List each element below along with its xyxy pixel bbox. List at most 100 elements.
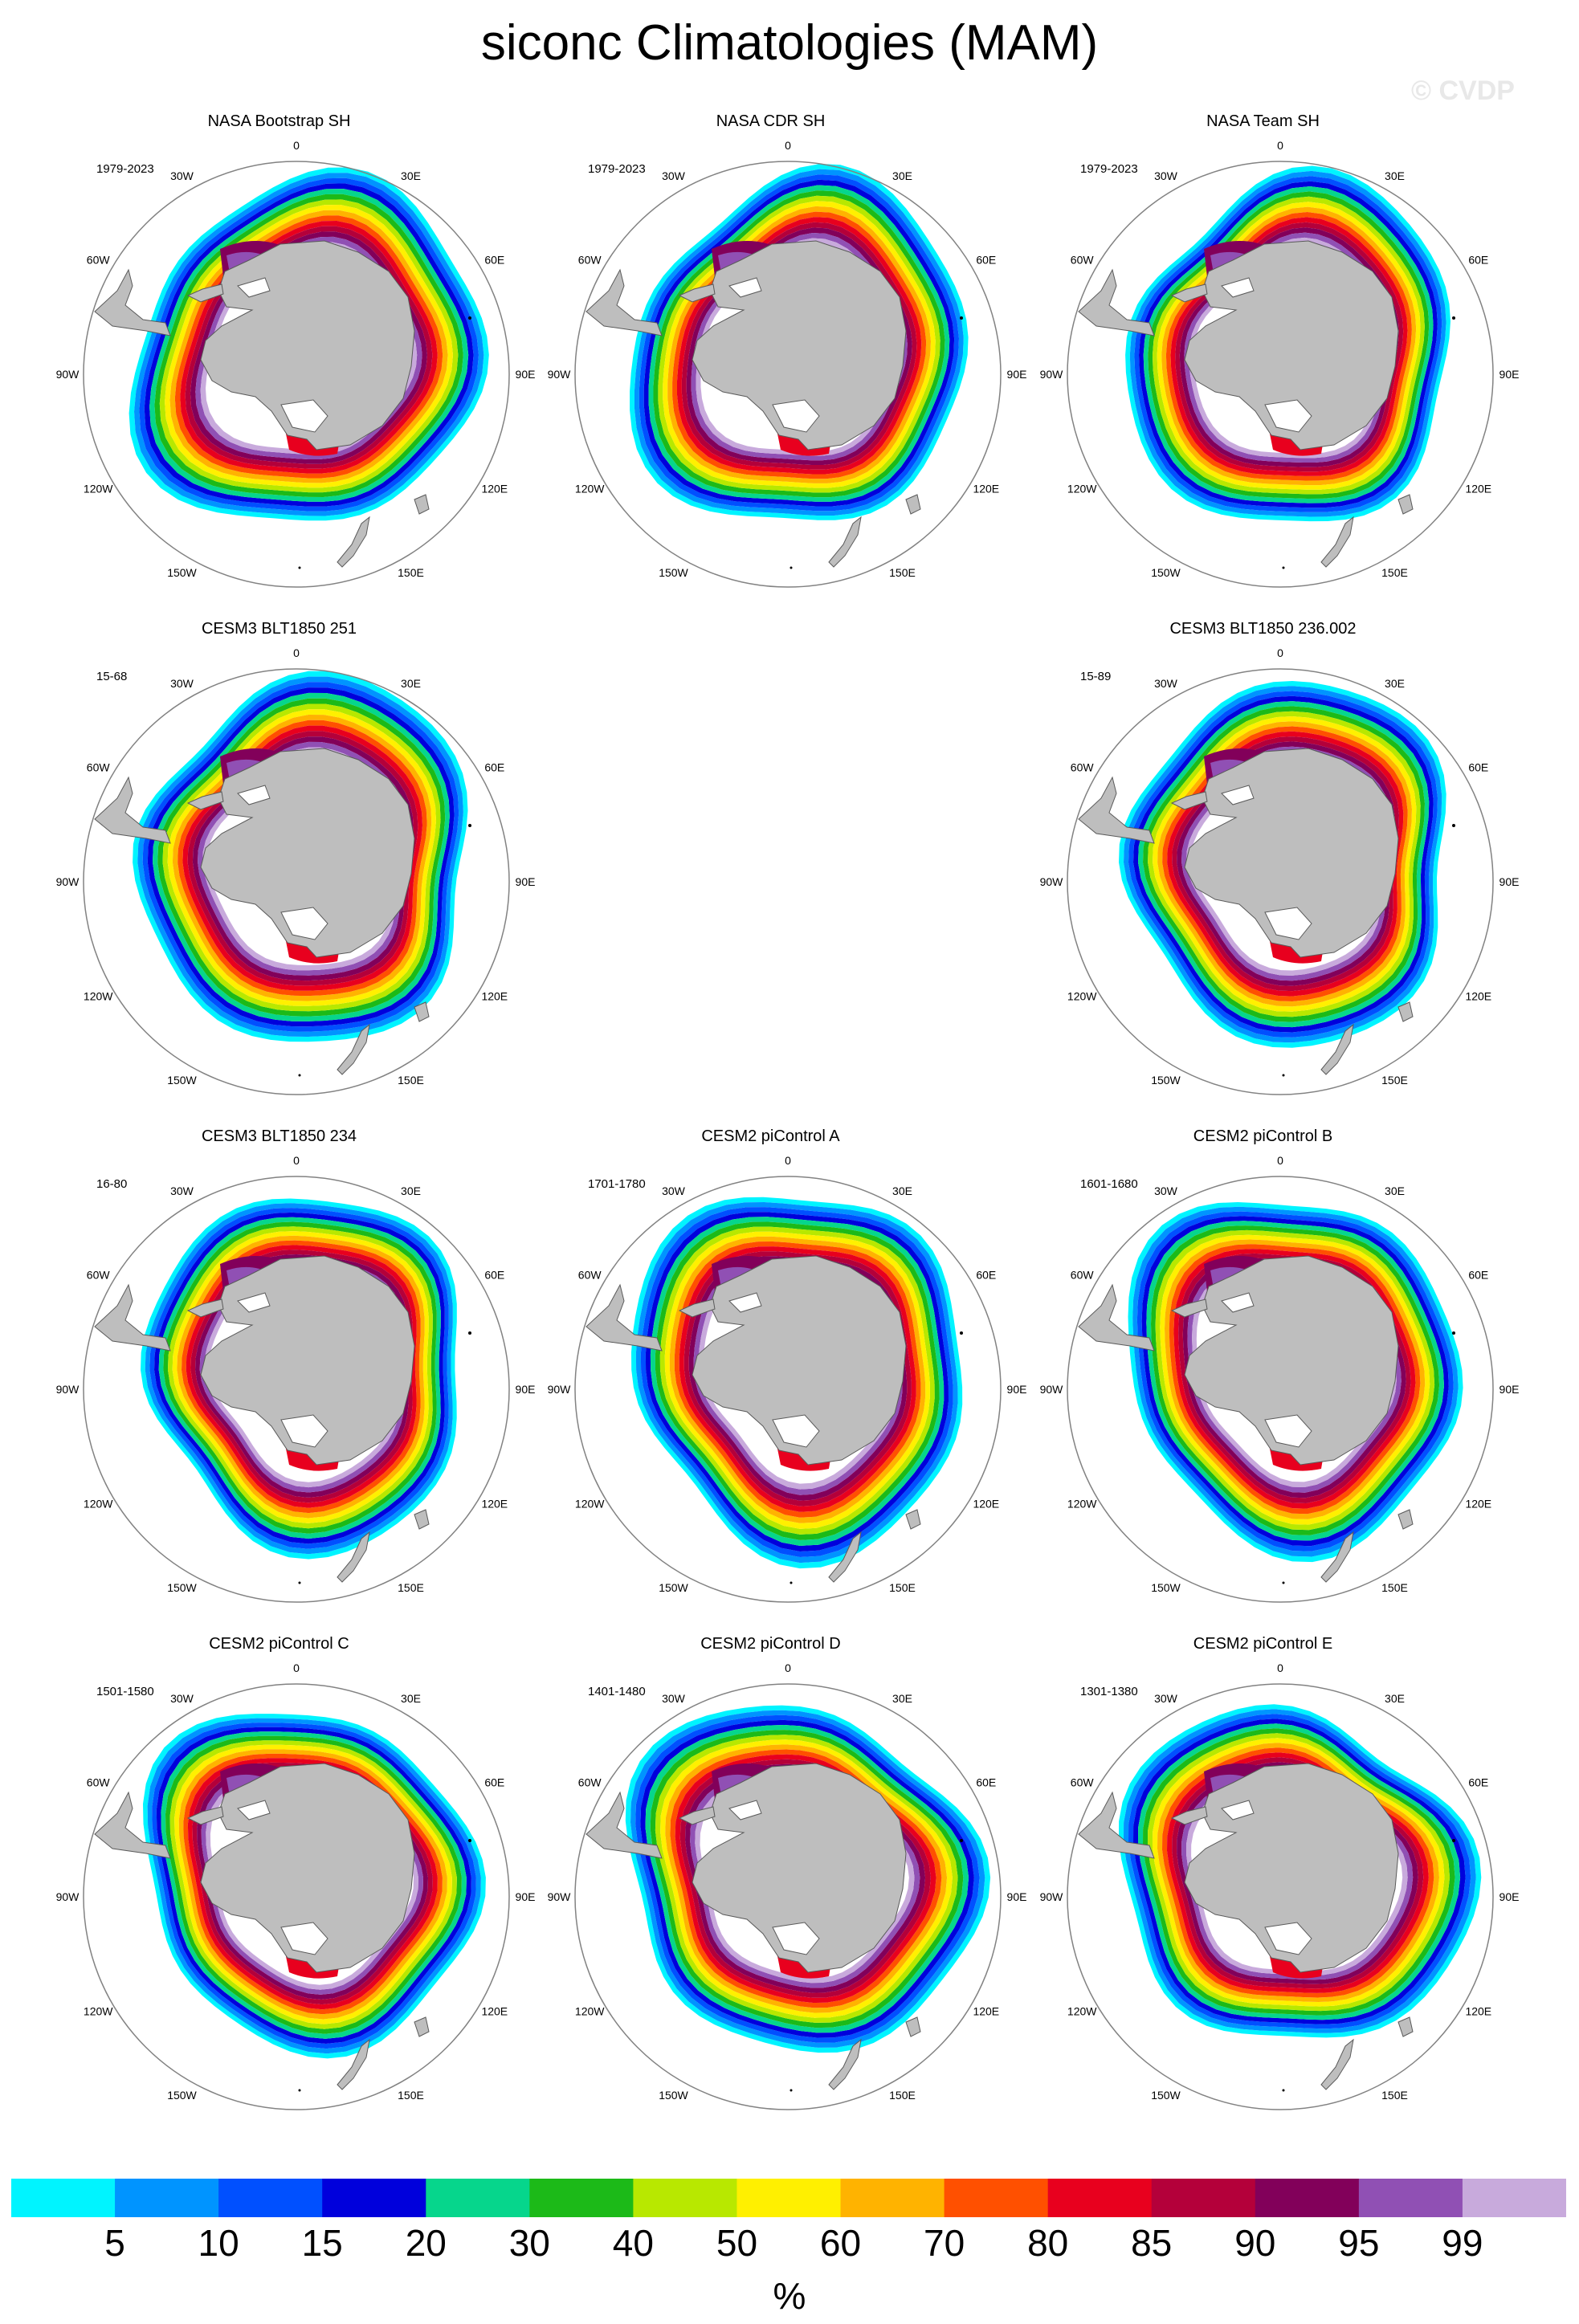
panel-title: CESM3 BLT1850 251: [201, 620, 357, 638]
kerguelen-island: [1452, 1331, 1455, 1335]
panel-years: 1501-1580: [96, 1685, 154, 1698]
panel-years: 1979-2023: [1080, 162, 1138, 176]
longitude-label: 60W: [87, 1776, 111, 1789]
longitude-label: 90W: [548, 368, 572, 381]
longitude-label: 120W: [575, 483, 605, 495]
new-zealand-land: [337, 1531, 370, 1583]
south-america-land: [585, 1791, 663, 1859]
longitude-label: 0: [1277, 646, 1283, 659]
longitude-label: 30E: [1385, 1692, 1405, 1705]
colorbar-segment: [218, 2179, 323, 2217]
colorbar: [11, 2179, 1566, 2217]
ice-band: [696, 238, 903, 456]
ice-band: [149, 189, 469, 502]
antarctic-peninsula: [186, 283, 224, 303]
antarctic-peninsula: [678, 283, 716, 303]
tasmania-land: [1397, 2016, 1414, 2037]
colorbar-segment: [944, 2179, 1049, 2217]
new-zealand-land: [828, 2038, 862, 2090]
longitude-label: 60E: [484, 761, 504, 774]
longitude-label: 30W: [1154, 169, 1178, 182]
colorbar-segment: [11, 2179, 116, 2217]
kerguelen-island: [468, 824, 471, 827]
tasmania-land: [1397, 1001, 1414, 1022]
colorbar-segment: [633, 2179, 737, 2217]
longitude-label: 90W: [1040, 1890, 1064, 1903]
longitude-label: 90E: [516, 875, 536, 888]
antarctic-peninsula: [1170, 1806, 1208, 1825]
south-america-land: [94, 776, 171, 844]
map-panel: 030E60E90E120E150E180150W120W90W60W30WNA…: [508, 112, 1034, 594]
longitude-label: 30W: [170, 169, 194, 182]
ronne-ice-shelf: [1221, 277, 1255, 298]
kerguelen-island: [960, 1331, 963, 1335]
ice-band: [686, 227, 912, 465]
longitude-label: 90W: [56, 1383, 80, 1396]
longitude-label: 120E: [481, 483, 508, 495]
kerguelen-island: [1452, 316, 1455, 320]
watermark: © CVDP: [1411, 75, 1515, 106]
polar-map: 030E60E90E120E150E180150W120W90W60W30W: [548, 1661, 1026, 2110]
ice-band: [134, 173, 484, 516]
new-zealand-land: [1320, 1531, 1354, 1583]
ross-ice-shelf: [1264, 1414, 1312, 1448]
longitude-label: 30W: [170, 677, 194, 690]
longitude-label: 120W: [1067, 2005, 1097, 2018]
ice-band: [129, 167, 489, 521]
panel-title: NASA Team SH: [1206, 112, 1320, 130]
longitude-label: 120W: [84, 1498, 113, 1511]
longitude-label: 0: [785, 139, 791, 152]
south-america-land: [585, 268, 663, 336]
ice-band: [158, 1217, 441, 1539]
longitude-label: 30E: [1385, 677, 1405, 690]
ross-ice-shelf: [280, 1922, 328, 1955]
map-panel: 030E60E90E120E150E180150W120W90W60W30WCE…: [16, 1127, 542, 1609]
ross-ice-shelf: [280, 399, 328, 433]
panel-title: CESM2 piControl D: [700, 1635, 841, 1653]
panel-years: 15-68: [96, 670, 128, 683]
longitude-label: 30E: [1385, 1184, 1405, 1197]
panel-title: CESM3 BLT1850 234: [201, 1127, 357, 1145]
ice-band: [168, 1226, 433, 1529]
longitude-label: 0: [293, 139, 300, 152]
small-island: [298, 2089, 301, 2092]
longitude-label: 0: [785, 1661, 791, 1674]
ice-band: [658, 195, 940, 493]
colorbar-segment: [529, 2179, 634, 2217]
longitude-label: 30W: [1154, 677, 1178, 690]
map-panel: 030E60E90E120E150E180150W120W90W60W30WCE…: [16, 620, 542, 1102]
polar-map: 030E60E90E120E150E180150W120W90W60W30W: [56, 1154, 535, 1603]
ice-band: [648, 185, 950, 502]
polar-map: 030E60E90E120E150E180150W120W90W60W30W: [1040, 1661, 1519, 2110]
panel-years: 1979-2023: [96, 162, 154, 176]
ice-band: [650, 1730, 964, 2028]
ice-band: [667, 206, 931, 483]
kerguelen-island: [468, 316, 471, 320]
longitude-label: 90W: [56, 1890, 80, 1903]
new-zealand-land: [337, 516, 370, 568]
ice-band: [677, 217, 922, 475]
longitude-label: 60W: [87, 761, 111, 774]
polar-map: 030E60E90E120E150E180150W120W90W60W30W: [1040, 1154, 1519, 1603]
south-america-land: [1078, 1791, 1155, 1859]
longitude-label: 90W: [1040, 875, 1064, 888]
ronne-ice-shelf: [237, 1292, 271, 1313]
longitude-label: 60E: [976, 1776, 996, 1789]
ice-band: [655, 1735, 958, 2023]
map-panel: 030E60E90E120E150E180150W120W90W60W30W CE…: [508, 1635, 1034, 2117]
longitude-label: 120W: [1067, 990, 1097, 1003]
panel-title: CESM3 BLT1850 236.002: [1169, 620, 1357, 638]
colorbar-tick-label: 95: [1338, 2222, 1380, 2264]
ronne-ice-shelf: [237, 277, 271, 298]
longitude-label: 60E: [484, 254, 504, 267]
antarctic-peninsula: [1170, 1299, 1208, 1318]
map-panel: 030E60E90E120E150E180150W120W90W60W30WNA…: [16, 112, 542, 594]
map-boundary: [1067, 161, 1494, 588]
ice-band: [195, 236, 422, 459]
polar-map: 030E60E90E120E150E180150W120W90W60W30W: [56, 139, 536, 588]
new-zealand-land: [1320, 1023, 1354, 1075]
longitude-label: 90E: [516, 368, 536, 381]
colorbar-tick-label: 70: [924, 2222, 965, 2264]
ronne-ice-shelf: [1221, 785, 1255, 805]
longitude-label: 120W: [575, 1498, 605, 1511]
